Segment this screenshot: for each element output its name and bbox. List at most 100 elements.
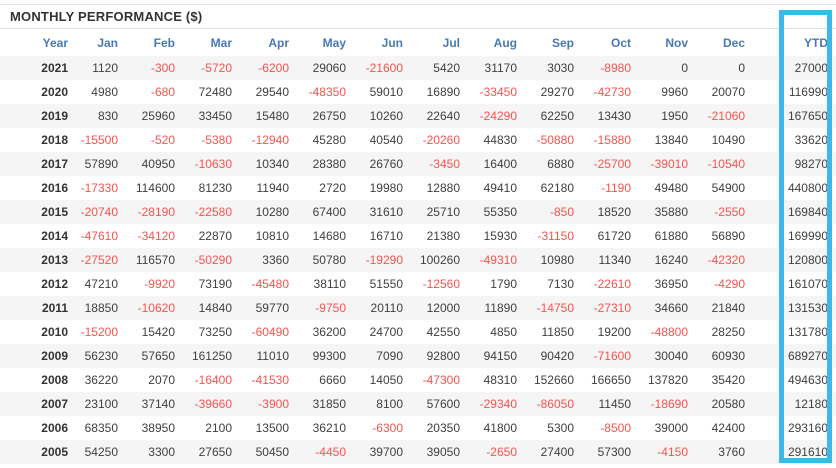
month-value-cell: 3360 bbox=[262, 253, 289, 267]
month-value-cell: -5720 bbox=[201, 61, 232, 75]
table-row: 2021 1120 -300 -5720 -6200 29060 -21600 5420 311… bbox=[0, 56, 836, 80]
month-value-cell: -15200 bbox=[80, 325, 118, 339]
month-value-cell: 16890 bbox=[426, 85, 460, 99]
table-body: 2021 1120 -300 -5720 -6200 29060 -21600 5420 311… bbox=[0, 56, 836, 464]
month-value-cell: 16710 bbox=[369, 229, 403, 243]
month-value-cell: 51550 bbox=[369, 277, 403, 291]
table-row: 2019 830 25960 33450 15480 26750 10260 22640 -24… bbox=[0, 104, 836, 128]
month-value-cell: -4450 bbox=[315, 445, 346, 459]
year-cell: 2018 bbox=[41, 133, 68, 147]
month-value-cell: 25710 bbox=[426, 205, 460, 219]
column-header-dec: Dec bbox=[722, 35, 745, 50]
month-value-cell: 14840 bbox=[198, 301, 232, 315]
month-value-cell: 94150 bbox=[483, 349, 517, 363]
month-value-cell: 57300 bbox=[597, 445, 631, 459]
month-value-cell: 50780 bbox=[312, 253, 346, 267]
month-value-cell: 6660 bbox=[319, 373, 346, 387]
month-value-cell: 57600 bbox=[426, 397, 460, 411]
month-value-cell: -31150 bbox=[537, 229, 574, 243]
table-row: 2008 36220 2070 -16400 -41530 6660 14050 -47300… bbox=[0, 368, 836, 392]
month-value-cell: -50290 bbox=[194, 253, 232, 267]
month-value-cell: -19290 bbox=[365, 253, 403, 267]
month-value-cell: 56230 bbox=[84, 349, 118, 363]
month-value-cell: -14750 bbox=[536, 301, 574, 315]
month-value-cell: 20580 bbox=[711, 397, 745, 411]
month-value-cell: 49410 bbox=[483, 181, 517, 195]
month-value-cell: 0 bbox=[681, 61, 688, 75]
month-value-cell: -17330 bbox=[80, 181, 118, 195]
month-value-cell: -4290 bbox=[714, 277, 745, 291]
month-value-cell: 10490 bbox=[711, 133, 745, 147]
month-value-cell: 1950 bbox=[661, 109, 688, 123]
month-value-cell: -45480 bbox=[251, 277, 289, 291]
month-value-cell: -12560 bbox=[422, 277, 460, 291]
month-value-cell: 31170 bbox=[484, 61, 517, 75]
month-value-cell: -60490 bbox=[251, 325, 289, 339]
month-value-cell: 19980 bbox=[369, 181, 403, 195]
month-value-cell: 2720 bbox=[319, 181, 346, 195]
month-value-cell: -28190 bbox=[137, 205, 175, 219]
year-cell: 2006 bbox=[41, 421, 68, 435]
month-value-cell: -8500 bbox=[600, 421, 631, 435]
table-row: 2016 -17330 114600 81230 11940 2720 19980 12880… bbox=[0, 176, 836, 200]
table-row: 2017 57890 40950 -10630 10340 28380 26760 -3450… bbox=[0, 152, 836, 176]
column-header-aug: Aug bbox=[493, 35, 517, 50]
month-value-cell: -10540 bbox=[707, 157, 745, 171]
month-value-cell: 23100 bbox=[84, 397, 118, 411]
year-cell: 2012 bbox=[41, 277, 68, 291]
column-header-oct: Oct bbox=[610, 35, 631, 50]
month-value-cell: 15480 bbox=[255, 109, 289, 123]
month-value-cell: 31850 bbox=[312, 397, 346, 411]
month-value-cell: 830 bbox=[97, 109, 118, 123]
month-value-cell: 11850 bbox=[541, 325, 574, 339]
month-value-cell: 29270 bbox=[540, 85, 574, 99]
month-value-cell: -520 bbox=[150, 133, 175, 147]
month-value-cell: 15930 bbox=[483, 229, 517, 243]
month-value-cell: 10340 bbox=[255, 157, 289, 171]
month-value-cell: 137820 bbox=[647, 373, 688, 387]
month-value-cell: 68350 bbox=[84, 421, 118, 435]
month-value-cell: 37140 bbox=[141, 397, 175, 411]
year-cell: 2008 bbox=[41, 373, 68, 387]
month-value-cell: 30040 bbox=[654, 349, 688, 363]
month-value-cell: -300 bbox=[150, 61, 175, 75]
month-value-cell: 92800 bbox=[426, 349, 460, 363]
month-value-cell: 61720 bbox=[597, 229, 631, 243]
month-value-cell: 33450 bbox=[198, 109, 232, 123]
month-value-cell: 61880 bbox=[654, 229, 688, 243]
month-value-cell: -39010 bbox=[650, 157, 688, 171]
column-header-jul: Jul bbox=[442, 35, 460, 50]
month-value-cell: 36210 bbox=[312, 421, 346, 435]
month-value-cell: 13840 bbox=[654, 133, 688, 147]
month-value-cell: 14050 bbox=[369, 373, 403, 387]
month-value-cell: 47210 bbox=[84, 277, 118, 291]
month-value-cell: -21600 bbox=[365, 61, 403, 75]
ytd-value-cell: 169990 bbox=[787, 229, 828, 243]
month-value-cell: 35420 bbox=[711, 373, 745, 387]
month-value-cell: -27520 bbox=[80, 253, 118, 267]
month-value-cell: 100260 bbox=[419, 253, 460, 267]
column-header-jan: Jan bbox=[97, 35, 118, 50]
month-value-cell: -39660 bbox=[194, 397, 232, 411]
month-value-cell: 42400 bbox=[711, 421, 745, 435]
month-value-cell: 3300 bbox=[148, 445, 175, 459]
month-value-cell: 72480 bbox=[198, 85, 232, 99]
column-header-sep: Sep bbox=[551, 35, 574, 50]
ytd-value-cell: 291610 bbox=[787, 445, 828, 459]
month-value-cell: 11890 bbox=[484, 301, 517, 315]
month-value-cell: 161250 bbox=[191, 349, 232, 363]
month-value-cell: 22870 bbox=[198, 229, 232, 243]
column-header-jun: Jun bbox=[381, 35, 403, 50]
month-value-cell: 9960 bbox=[661, 85, 688, 99]
month-value-cell: 5300 bbox=[547, 421, 574, 435]
month-value-cell: -16400 bbox=[194, 373, 232, 387]
month-value-cell: 56890 bbox=[711, 229, 745, 243]
month-value-cell: 50450 bbox=[255, 445, 289, 459]
month-value-cell: 57890 bbox=[84, 157, 118, 171]
table-row: 2020 4980 -680 72480 29540 -48350 59010 16890 -3… bbox=[0, 80, 836, 104]
month-value-cell: 13430 bbox=[597, 109, 631, 123]
monthly-performance-table: Year Jan Feb Mar Apr May Jun Jul Aug Sep Oct Nov Dec… bbox=[0, 29, 836, 464]
month-value-cell: 26760 bbox=[369, 157, 403, 171]
month-value-cell: -3450 bbox=[429, 157, 460, 171]
month-value-cell: -50880 bbox=[536, 133, 574, 147]
